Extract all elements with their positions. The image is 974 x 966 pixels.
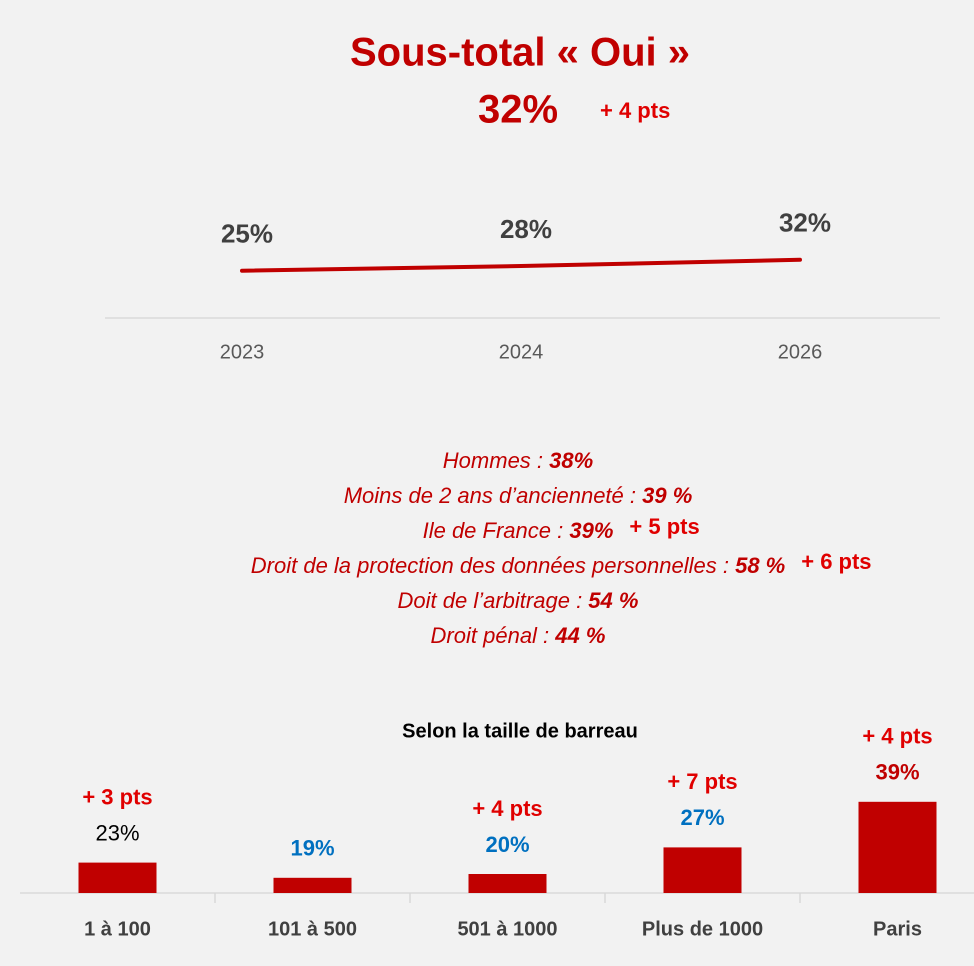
bar	[78, 862, 157, 893]
highlight-value: 39 %	[642, 483, 692, 508]
highlight-label: Droit pénal :	[431, 623, 556, 648]
data-label: 27%	[680, 805, 724, 830]
chart-subtitle: Selon la taille de barreau	[402, 720, 638, 742]
highlight-value: 58 %	[735, 553, 785, 578]
change-label: + 7 pts	[667, 769, 737, 794]
data-label: 25%	[221, 219, 273, 249]
title: Sous-total « Oui »	[350, 31, 690, 75]
highlight-label: Doit de l’arbitrage :	[398, 588, 589, 613]
x-tick-label: 101 à 500	[268, 918, 357, 940]
highlight: Droit de la protection des données perso…	[251, 553, 785, 578]
data-label: 32%	[779, 208, 831, 238]
highlight-label: Moins de 2 ans d’ancienneté :	[344, 483, 642, 508]
x-tick-label: 1 à 100	[84, 918, 151, 940]
data-label: 28%	[500, 214, 552, 244]
highlight-value: 54 %	[588, 588, 638, 613]
change-label: + 4 pts	[862, 724, 932, 749]
highlight-change: + 6 pts	[801, 549, 871, 574]
bar	[663, 847, 742, 893]
highlight: Droit pénal : 44 %	[431, 623, 606, 648]
x-tick-label: 2026	[778, 341, 823, 363]
x-tick-label: Plus de 1000	[642, 918, 763, 940]
data-label: 39%	[875, 760, 919, 785]
bar	[858, 801, 937, 893]
highlight-value: 39%	[569, 518, 613, 543]
highlight-value: 44 %	[554, 623, 605, 648]
highlight: Hommes : 38%	[443, 448, 593, 473]
data-label: 20%	[485, 832, 529, 857]
data-label: 23%	[95, 820, 139, 845]
highlight: Ile de France : 39%	[423, 518, 614, 543]
highlight-change: + 5 pts	[629, 514, 699, 539]
headline-change: + 4 pts	[600, 98, 670, 123]
change-label: + 4 pts	[472, 796, 542, 821]
bar	[468, 874, 547, 893]
highlight-label: Hommes :	[443, 448, 549, 473]
highlight: Moins de 2 ans d’ancienneté : 39 %	[344, 483, 693, 508]
bar	[273, 877, 352, 893]
highlight: Doit de l’arbitrage : 54 %	[398, 588, 639, 613]
x-tick-label: 501 à 1000	[457, 918, 557, 940]
highlight-label: Ile de France :	[423, 518, 570, 543]
headline-value: 32%	[478, 88, 558, 132]
change-label: + 3 pts	[82, 784, 152, 809]
x-tick-label: Paris	[873, 918, 922, 940]
highlight-label: Droit de la protection des données perso…	[251, 553, 735, 578]
x-tick-label: 2023	[220, 341, 265, 363]
line	[240, 257, 802, 273]
data-label: 19%	[290, 836, 334, 861]
x-tick-label: 2024	[499, 341, 544, 363]
highlight-value: 38%	[549, 448, 593, 473]
